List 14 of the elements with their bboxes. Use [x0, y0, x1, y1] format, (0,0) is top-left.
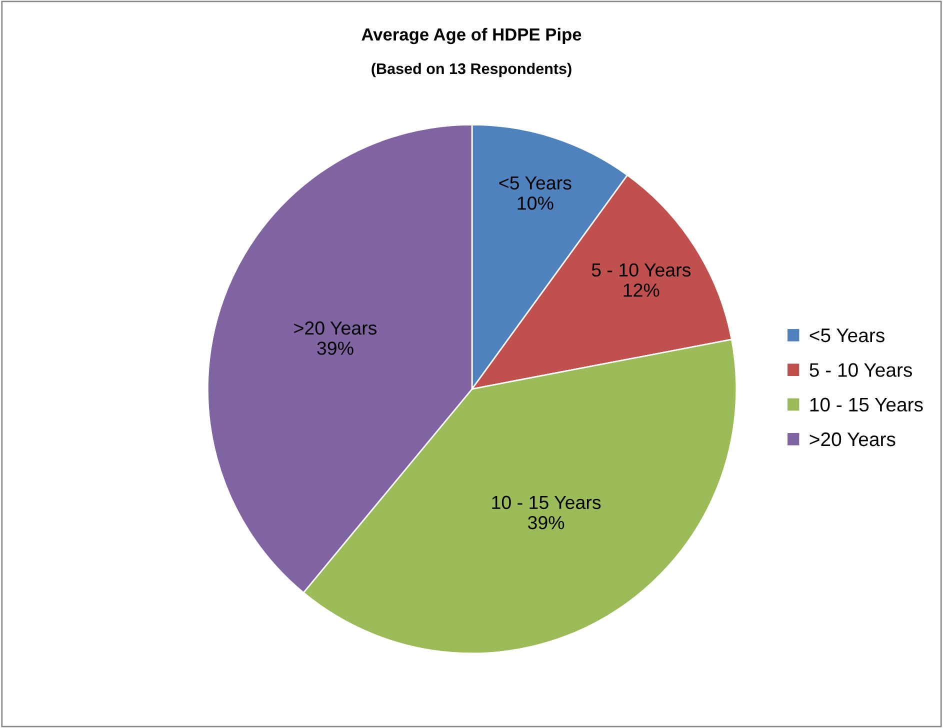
data-label: 39%	[317, 342, 354, 355]
legend-label: >20 Years	[810, 432, 896, 446]
slice-label: >20 Years	[294, 321, 377, 335]
data-label: 10%	[518, 196, 554, 210]
chart-subtitle: (Based on 13 Respondents)	[372, 62, 572, 78]
slice-label: <5 Years	[499, 176, 572, 190]
data-label: 12%	[624, 284, 660, 297]
data-label: 39%	[528, 516, 564, 530]
slice-label: 10 - 15 Years	[492, 496, 601, 510]
legend-label: <5 Years	[810, 328, 884, 342]
legend-label: 5 - 10 Years	[810, 363, 912, 377]
slice-label: 5 - 10 Years	[592, 263, 691, 277]
chart-title: Average Age of HDPE Pipe	[362, 28, 582, 44]
legend-label: 10 - 15 Years	[810, 398, 923, 412]
